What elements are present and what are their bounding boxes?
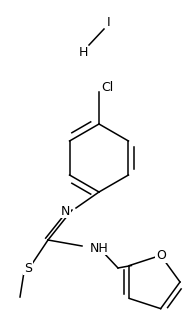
Text: N: N xyxy=(61,204,70,217)
Text: O: O xyxy=(157,249,167,262)
Text: Cl: Cl xyxy=(101,80,113,93)
Text: NH: NH xyxy=(90,242,109,254)
Text: I: I xyxy=(107,15,111,29)
Text: H: H xyxy=(78,45,88,59)
Text: S: S xyxy=(24,261,32,274)
